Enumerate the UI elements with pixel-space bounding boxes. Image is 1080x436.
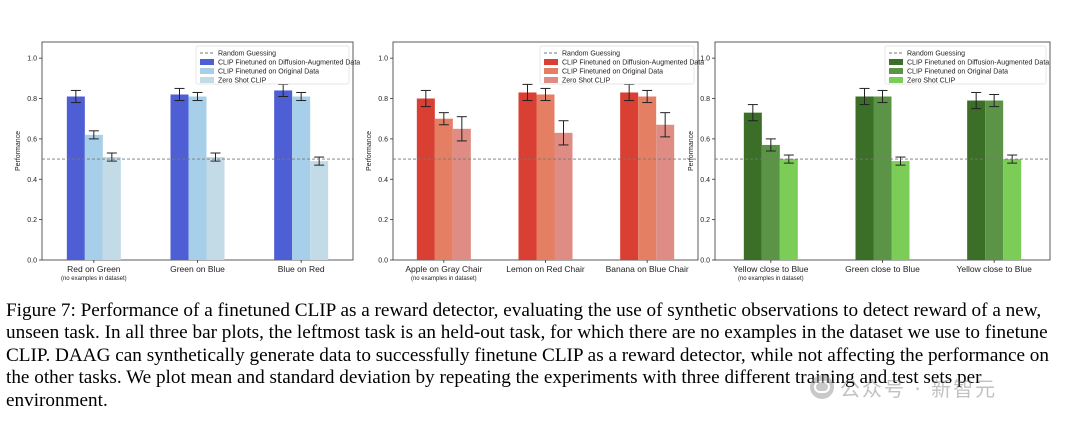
bar (536, 94, 555, 260)
legend-swatch (200, 77, 214, 83)
legend-box (884, 45, 1047, 85)
x-tick-label: Blue on Red (278, 264, 325, 274)
x-tick-subnote: (no examples in dataset) (61, 276, 127, 282)
x-tick-label: Banana on Blue Chair (606, 264, 689, 274)
legend-label: CLIP Finetuned on Diffusion-Augmented Da… (562, 60, 704, 67)
legend-label: Zero Shot CLIP (218, 78, 267, 85)
bar (985, 100, 1004, 260)
bar (416, 98, 435, 260)
y-axis-label: Performance (688, 131, 695, 171)
legend-label: Zero Shot CLIP (562, 78, 611, 85)
bar (761, 144, 780, 260)
bar (873, 96, 892, 260)
y-tick-label: 1.0 (378, 56, 388, 63)
chart-panel-red: 0.0 0.2 0.4 0.6 0.8 1.0 Performance Apple on Gr… (360, 36, 705, 290)
x-tick-subnote: (no examples in dataset) (738, 276, 804, 282)
bar (66, 96, 85, 260)
x-tick-label: Green on Blue (170, 264, 225, 274)
x-tick-label: Lemon on Red Chair (506, 264, 585, 274)
bar (292, 96, 311, 260)
watermark-text: 公众号 · 新智元 (840, 376, 998, 401)
bar (967, 100, 986, 260)
bar (170, 94, 189, 260)
legend-box (195, 45, 350, 85)
legend-label: CLIP Finetuned on Original Data (218, 69, 319, 76)
bar (518, 92, 537, 260)
legend-swatch (889, 77, 903, 83)
chart-panel-blue: 0.0 0.2 0.4 0.6 0.8 1.0 Performance Red on Gree… (0, 36, 360, 290)
legend-swatch (200, 68, 214, 74)
chart-panel-green: 0.0 0.2 0.4 0.6 0.8 1.0 Performance Yellow clos… (688, 36, 1080, 290)
bar (891, 161, 910, 260)
wechat-icon (810, 375, 834, 399)
legend-label: Random Guessing (218, 51, 276, 58)
legend-label: Random Guessing (907, 51, 965, 58)
bar (206, 157, 225, 260)
x-tick-label: Yellow close to Blue (733, 264, 809, 274)
bar (620, 92, 639, 260)
y-tick-label: 1.0 (27, 56, 37, 63)
bar (743, 112, 762, 260)
y-tick-label: 0.6 (378, 136, 388, 143)
bar (102, 157, 121, 260)
chart-svg-blue: 0.0 0.2 0.4 0.6 0.8 1.0 Performance Red on Gree… (15, 41, 360, 282)
bar (855, 96, 874, 260)
legend-label: CLIP Finetuned on Original Data (562, 69, 663, 76)
bar (188, 96, 207, 260)
x-tick-label: Green close to Blue (845, 264, 920, 274)
y-tick-label: 0.0 (27, 258, 37, 265)
x-tick-subnote: (no examples in dataset) (411, 276, 477, 282)
legend-swatch (200, 59, 214, 65)
y-tick-label: 0.8 (27, 96, 37, 103)
y-tick-label: 0.6 (700, 136, 710, 143)
y-tick-label: 0.6 (27, 136, 37, 143)
legend-label: CLIP Finetuned on Diffusion-Augmented Da… (907, 60, 1049, 67)
bar (656, 124, 675, 260)
legend-swatch (544, 77, 558, 83)
y-tick-label: 0.2 (700, 217, 710, 224)
x-tick-label: Yellow close to Blue (957, 264, 1033, 274)
legend-label: Random Guessing (562, 51, 620, 58)
y-tick-label: 0.2 (27, 217, 37, 224)
y-tick-label: 0.4 (378, 177, 388, 184)
y-tick-label: 1.0 (700, 56, 710, 63)
y-axis-label: Performance (366, 131, 373, 171)
legend-swatch (544, 68, 558, 74)
x-tick-label: Red on Green (67, 264, 121, 274)
legend-label: CLIP Finetuned on Diffusion-Augmented Da… (218, 60, 360, 67)
y-axis-label: Performance (15, 131, 22, 171)
bar (434, 118, 453, 260)
bar (274, 90, 293, 260)
bar (554, 132, 573, 260)
x-tick-label: Apple on Gray Chair (405, 264, 482, 274)
chart-svg-green: 0.0 0.2 0.4 0.6 0.8 1.0 Performance Yellow clos… (688, 41, 1051, 282)
watermark: 公众号 · 新智元 (810, 372, 1050, 402)
legend-swatch (544, 59, 558, 65)
bar (310, 161, 329, 260)
y-tick-label: 0.0 (700, 258, 710, 265)
y-tick-label: 0.2 (378, 217, 388, 224)
y-tick-label: 0.0 (378, 258, 388, 265)
legend-label: CLIP Finetuned on Original Data (907, 69, 1008, 76)
bar (1003, 159, 1022, 260)
legend-swatch (889, 59, 903, 65)
legend-swatch (889, 68, 903, 74)
legend-box (539, 45, 695, 85)
y-tick-label: 0.8 (378, 96, 388, 103)
legend-label: Zero Shot CLIP (907, 78, 956, 85)
y-tick-label: 0.4 (27, 177, 37, 184)
y-tick-label: 0.4 (700, 177, 710, 184)
y-tick-label: 0.8 (700, 96, 710, 103)
chart-svg-red: 0.0 0.2 0.4 0.6 0.8 1.0 Performance Apple on Gr… (366, 41, 704, 282)
bar (638, 96, 657, 260)
bar (452, 128, 471, 260)
bar (779, 159, 798, 260)
figure-caption: Figure 7: Performance of a finetuned CLI… (6, 300, 1049, 411)
bar (84, 134, 103, 260)
